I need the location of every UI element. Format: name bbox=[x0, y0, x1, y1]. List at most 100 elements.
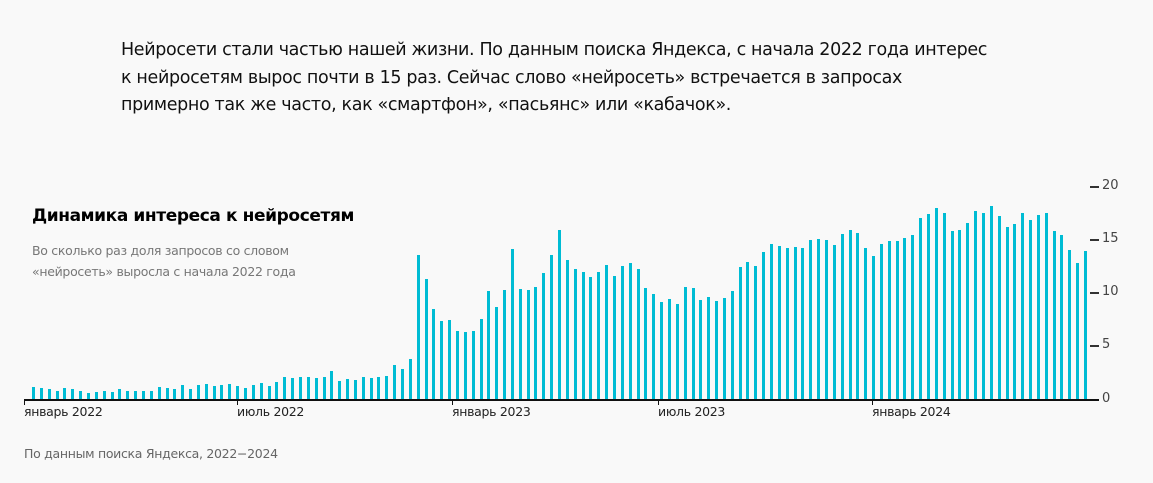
bar bbox=[550, 255, 554, 399]
bar bbox=[660, 302, 664, 399]
bar bbox=[699, 300, 703, 399]
bar bbox=[997, 215, 1001, 399]
bar bbox=[738, 266, 742, 399]
x-tick bbox=[237, 399, 238, 405]
bar bbox=[181, 385, 185, 399]
bar bbox=[495, 307, 499, 399]
bar bbox=[534, 287, 538, 399]
x-tick bbox=[452, 399, 453, 405]
intro-line-1: Нейросети стали частью нашей жизни. По д… bbox=[121, 40, 988, 60]
bar bbox=[644, 288, 648, 399]
y-tick bbox=[1090, 239, 1099, 241]
bar bbox=[934, 208, 938, 399]
x-tick-label: июль 2023 bbox=[658, 404, 726, 419]
bar bbox=[966, 223, 970, 399]
y-tick-label: 15 bbox=[1102, 231, 1119, 246]
bar bbox=[401, 369, 404, 399]
bar bbox=[730, 291, 734, 399]
bar bbox=[989, 206, 993, 399]
bar bbox=[236, 386, 240, 399]
y-tick-label: 10 bbox=[1102, 284, 1119, 299]
bar bbox=[887, 241, 891, 399]
bar bbox=[613, 275, 616, 399]
bar bbox=[346, 378, 349, 399]
bar bbox=[1044, 212, 1048, 399]
bar bbox=[267, 386, 271, 399]
bar bbox=[173, 389, 177, 399]
bar bbox=[79, 390, 83, 399]
bar bbox=[212, 386, 216, 399]
bar bbox=[824, 240, 828, 399]
intro-line-3: примерно так же часто, как «смартфон», «… bbox=[121, 95, 732, 115]
bar bbox=[448, 320, 452, 399]
x-tick bbox=[24, 399, 25, 405]
x-tick-label: январь 2024 bbox=[872, 404, 951, 419]
bar bbox=[157, 387, 161, 399]
y-tick-label: 5 bbox=[1102, 337, 1111, 352]
bar bbox=[251, 385, 255, 399]
bar bbox=[840, 233, 844, 399]
bar bbox=[338, 380, 342, 399]
bar bbox=[479, 319, 483, 399]
bar bbox=[510, 248, 514, 399]
x-tick-label: январь 2023 bbox=[452, 404, 531, 419]
bar bbox=[306, 376, 310, 399]
y-tick bbox=[1090, 186, 1099, 188]
x-tick bbox=[872, 399, 873, 405]
bar bbox=[903, 238, 907, 399]
bar bbox=[864, 247, 868, 399]
bar bbox=[620, 265, 624, 399]
bar bbox=[879, 243, 883, 399]
bar bbox=[762, 252, 766, 399]
bar bbox=[487, 291, 491, 399]
bar bbox=[974, 210, 978, 399]
bar bbox=[675, 304, 679, 399]
bar bbox=[102, 390, 106, 399]
bar bbox=[981, 212, 985, 399]
bar bbox=[1068, 249, 1072, 399]
bar bbox=[1052, 230, 1056, 399]
bar bbox=[911, 235, 915, 399]
bar bbox=[32, 387, 35, 399]
bar bbox=[322, 376, 326, 399]
bar bbox=[605, 264, 609, 399]
bar bbox=[385, 375, 389, 399]
bar bbox=[793, 246, 797, 399]
bar bbox=[455, 330, 459, 399]
bar bbox=[1005, 226, 1009, 399]
bar bbox=[683, 287, 687, 399]
bar bbox=[94, 391, 98, 399]
bar bbox=[636, 269, 640, 399]
bar bbox=[314, 377, 318, 399]
intro-text: Нейросети стали частью нашей жизни. По д… bbox=[121, 37, 1021, 120]
bar bbox=[919, 217, 923, 399]
bar bbox=[722, 297, 726, 399]
y-tick bbox=[1090, 292, 1099, 294]
bar bbox=[424, 278, 428, 399]
bar bbox=[652, 293, 656, 399]
bar bbox=[573, 269, 577, 399]
bar bbox=[1076, 262, 1080, 399]
bar bbox=[856, 232, 860, 399]
bar bbox=[558, 229, 561, 399]
bar bbox=[589, 276, 593, 399]
bar bbox=[408, 358, 412, 399]
bar bbox=[141, 390, 145, 399]
chart-subtitle: Во сколько раз доля запросов со словом «… bbox=[32, 243, 296, 279]
chart-title: Динамика интереса к нейросетям bbox=[32, 206, 354, 226]
bar bbox=[1084, 251, 1087, 399]
bar bbox=[283, 376, 287, 399]
bar bbox=[597, 272, 601, 399]
x-tick-label: июль 2022 bbox=[237, 404, 305, 419]
bar bbox=[165, 388, 169, 399]
bar bbox=[134, 390, 138, 399]
bar bbox=[581, 272, 585, 399]
bar bbox=[63, 388, 67, 399]
bar bbox=[565, 259, 569, 399]
bar bbox=[228, 384, 232, 399]
bar bbox=[746, 261, 750, 399]
bar bbox=[55, 390, 59, 399]
bar bbox=[149, 390, 153, 399]
bar bbox=[298, 376, 302, 399]
